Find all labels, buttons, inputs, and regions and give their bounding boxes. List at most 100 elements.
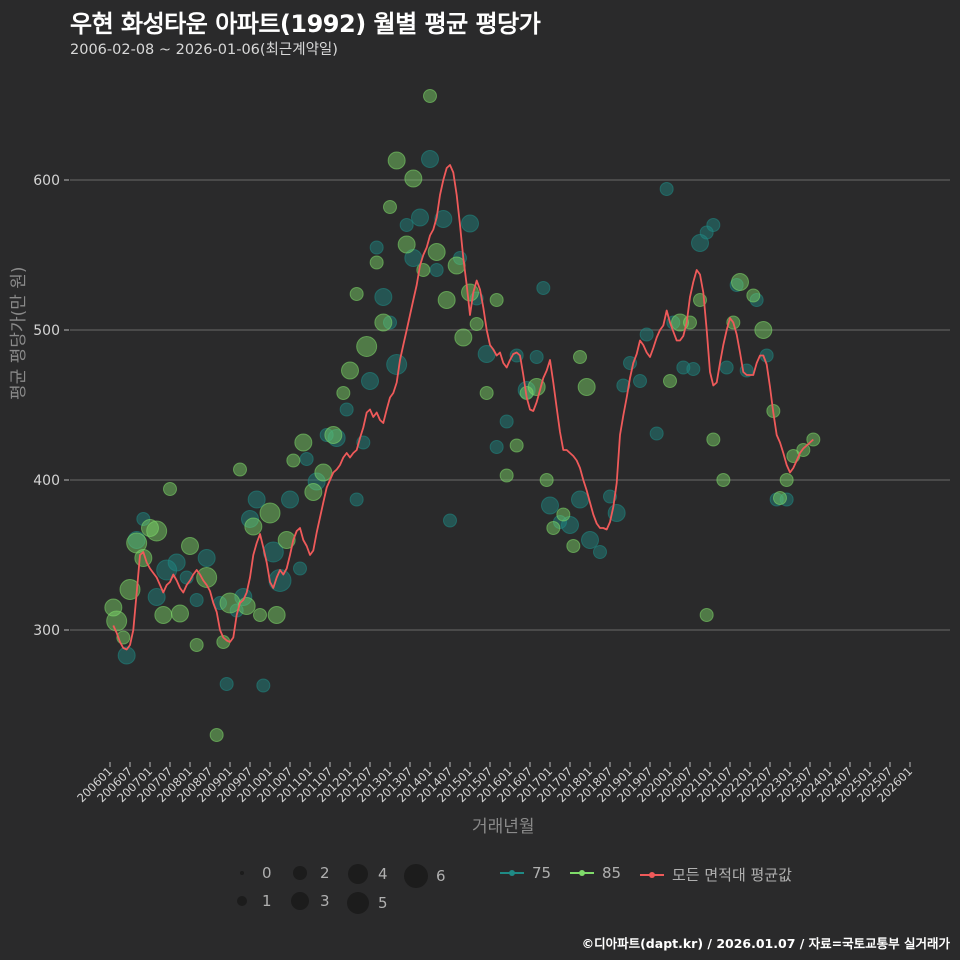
scatter-point-75 <box>706 218 721 232</box>
scatter-point-75 <box>739 363 754 378</box>
scatter-point-85 <box>671 313 689 332</box>
scatter-point-75 <box>541 496 559 515</box>
scatter-point-85 <box>454 328 473 347</box>
scatter-point-85 <box>233 462 247 477</box>
size-legend-label: 0 <box>262 864 272 882</box>
scatter-point-75 <box>616 378 631 393</box>
scatter-point-75 <box>319 428 334 442</box>
scatter-point-85 <box>773 491 787 505</box>
scatter-point-85 <box>106 610 128 632</box>
scatter-point-85 <box>404 169 423 188</box>
scatter-point-75 <box>633 374 647 388</box>
size-dot-icon <box>240 871 244 875</box>
scatter-point-85 <box>566 539 581 553</box>
line-swatch-icon <box>640 871 664 878</box>
scatter-point-75 <box>386 354 408 375</box>
scatter-point-75 <box>411 208 429 227</box>
scatter-point-75 <box>434 210 453 228</box>
scatter-point-85 <box>314 463 333 482</box>
gridlines <box>70 179 950 631</box>
line-swatch-icon <box>570 870 594 876</box>
scatter-point-75 <box>349 492 364 507</box>
scatter-point-85 <box>119 579 141 600</box>
scatter-point-75 <box>127 531 146 549</box>
scatter-point-85 <box>573 350 587 364</box>
scatter-point-85 <box>219 592 241 614</box>
scatter-point-85 <box>277 531 296 549</box>
scatter-point-85 <box>146 520 168 542</box>
scatter-point-75 <box>268 569 292 592</box>
scatter-point-75 <box>443 513 457 528</box>
scatter-point-85 <box>171 604 189 623</box>
size-legend-item: 0 <box>230 864 272 882</box>
chart-subtitle: 2006-02-08 ~ 2026-01-06(최근계약일) <box>70 42 338 58</box>
scatter-point-85 <box>324 426 343 444</box>
scatter-point-85 <box>181 537 199 555</box>
scatter-point-75 <box>361 372 379 390</box>
scatter-point-75 <box>581 531 599 549</box>
scatter-point-75 <box>307 472 326 491</box>
size-dot-icon <box>404 864 428 888</box>
scatter-point-75 <box>369 240 384 255</box>
scatter-point-75 <box>156 559 178 581</box>
size-legend-label: 1 <box>262 892 272 910</box>
y-tick-label: 400 <box>33 473 60 489</box>
size-dot-icon <box>348 864 368 884</box>
y-axis-ticks: 300 400 500 600 <box>33 173 69 639</box>
scatter-point-75 <box>147 588 166 606</box>
scatter-point-85 <box>294 433 313 452</box>
scatter-point-75 <box>219 677 234 691</box>
scatter-point-75 <box>421 150 439 168</box>
scatter-point-75 <box>729 278 744 292</box>
size-legend-item: 3 <box>288 892 330 910</box>
scatter-point-85 <box>237 597 256 615</box>
scatter-point-85 <box>286 453 301 468</box>
scatter-point-85 <box>341 361 359 380</box>
series-legend-label: 85 <box>602 864 622 882</box>
size-legend-item: 2 <box>288 864 330 882</box>
scatter-point-85 <box>163 482 177 496</box>
scatter-point-75 <box>649 426 664 441</box>
scatter-point-85 <box>369 255 384 270</box>
scatter-point-85 <box>489 293 504 307</box>
scatter-point-85 <box>423 89 437 103</box>
scatter-point-85 <box>509 438 524 453</box>
scatter-point-75 <box>374 288 393 306</box>
average-price-line <box>112 164 814 651</box>
scatter-point-85 <box>374 313 393 332</box>
scatter-point-85 <box>141 519 159 537</box>
scatter-points <box>104 89 821 742</box>
scatter-point-85 <box>397 235 416 254</box>
scatter-point-75 <box>399 218 414 232</box>
scatter-point-75 <box>281 490 299 509</box>
scatter-point-85 <box>479 386 494 400</box>
size-dot-icon <box>291 892 309 910</box>
scatter-point-75 <box>461 214 479 233</box>
scatter-point-85 <box>469 317 484 331</box>
x-axis-label: 거래년월 <box>472 817 535 837</box>
scatter-point-75 <box>489 440 504 454</box>
series-legend-label: 모든 면적대 평균값 <box>672 866 792 884</box>
series-legend-item: 모든 면적대 평균값 <box>640 864 792 885</box>
scatter-point-75 <box>327 429 346 447</box>
scatter-point-75 <box>339 402 354 417</box>
scatter-point-85 <box>706 432 721 447</box>
series-legend-item: 85 <box>570 864 621 882</box>
size-legend-label: 4 <box>378 865 388 883</box>
scatter-point-75 <box>167 553 186 572</box>
scatter-point-85 <box>577 378 596 396</box>
average-line <box>112 164 814 651</box>
chart-title: 우현 화성타운 아파트(1992) 월별 평균 평당가 <box>70 10 541 38</box>
scatter-point-85 <box>253 608 267 622</box>
scatter-point-75 <box>189 593 204 607</box>
size-legend-label: 6 <box>436 867 446 885</box>
size-dot-icon <box>293 866 307 880</box>
scatter-point-75 <box>499 414 514 429</box>
scatter-point-75 <box>256 678 271 693</box>
size-legend-label: 3 <box>320 892 330 910</box>
scatter-point-85 <box>189 638 204 652</box>
scatter-point-75 <box>593 545 607 559</box>
size-legend-item: 4 <box>346 864 388 884</box>
scatter-point-85 <box>244 517 263 536</box>
scatter-point-85 <box>527 378 546 396</box>
